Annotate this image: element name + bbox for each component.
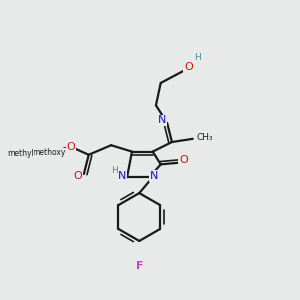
Text: CH₃: CH₃	[196, 134, 213, 142]
Text: H: H	[112, 166, 118, 175]
Text: O: O	[74, 170, 82, 181]
Text: O: O	[179, 155, 188, 165]
Text: N: N	[118, 170, 127, 181]
Text: O: O	[184, 62, 193, 72]
Text: methyl: methyl	[9, 150, 34, 156]
Text: H: H	[194, 53, 201, 62]
Text: O: O	[67, 142, 76, 152]
Text: methyl: methyl	[25, 150, 50, 156]
Text: methoxy: methoxy	[32, 148, 65, 157]
Text: N: N	[158, 115, 166, 125]
Text: N: N	[150, 171, 158, 181]
Text: methyl: methyl	[7, 149, 34, 158]
Text: F: F	[136, 262, 143, 272]
